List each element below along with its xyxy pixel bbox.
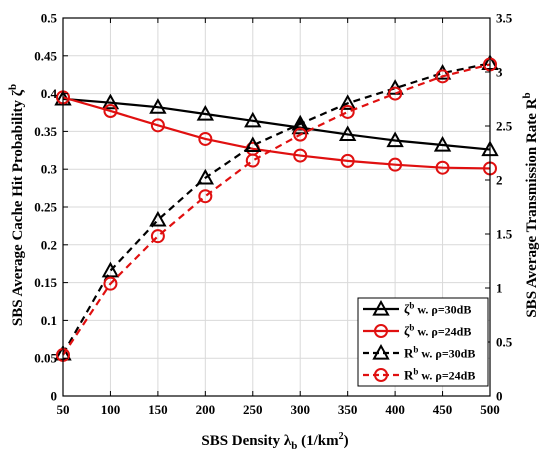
data-point [101,93,120,110]
data-point [198,131,213,146]
x-tick-label: 100 [101,402,121,417]
data-point [291,118,309,135]
ticks-layer: 50 100 150 200 250 300 350 400 450 50000.050.10.1… [34,11,513,418]
data-point [386,79,404,95]
data-point [196,168,215,185]
legend-marker [372,343,390,360]
legend-marker [374,368,388,382]
legend-marker [372,299,390,316]
x-tick-label: 200 [196,402,216,417]
legend-box [357,297,489,387]
data-point [196,104,215,121]
legend-entry-1: ζb w. ρ=30dB [363,299,471,317]
left-y-tick-label: 0.2 [41,237,57,252]
x-tick-label: 300 [290,402,310,417]
data-point [293,148,308,163]
legend-entry-3: Rb w. ρ=30dB [363,343,475,361]
data-point [338,94,357,110]
x-tick-label: 250 [243,402,263,417]
data-point [338,125,357,142]
left-y-tick-label: 0.1 [41,313,57,328]
data-point [433,135,452,152]
data-point [103,103,118,118]
x-tick-label: 50 [57,402,70,417]
x-tick-label: 150 [148,402,168,417]
data-point [150,229,165,244]
data-point [101,261,120,278]
legend: ζb w. ρ=30dB ζb w. ρ=24dB Rb w. ρ=30dB Rb w… [357,297,489,387]
data-point [150,118,165,133]
data-point [435,69,450,84]
left-y-tick-label: 0.35 [34,124,57,139]
series-line [62,63,491,356]
left-y-tick-label: 0.5 [41,11,58,26]
data-point [198,189,213,204]
legend-label: Rb w. ρ=24dB [404,367,475,383]
data-point [149,98,167,114]
series-layer [54,54,499,362]
right-y-axis-label: SBS Average Transmission Rate Rb [521,92,540,317]
x-tick-label: 350 [338,402,358,417]
series-line [62,97,491,151]
data-point [340,153,355,168]
left-y-tick-label: 0 [51,389,58,404]
data-point [388,86,403,101]
series-1 [54,89,499,157]
left-y-axis-label: SBS Average Cache Hit Probability ζb [7,84,26,326]
left-y-tick-label: 0.25 [34,200,57,215]
right-y-tick-label: 3 [496,65,503,80]
left-y-tick-label: 0.15 [34,275,57,290]
data-point [340,104,355,119]
data-point [149,210,167,227]
right-y-tick-label: 1 [496,281,503,296]
data-point [244,136,262,153]
left-y-tick-label: 0.45 [34,48,57,63]
x-tick-label: 450 [433,402,453,417]
data-point [386,131,404,148]
series-line [62,96,491,170]
right-y-tick-label: 0 [496,389,503,404]
data-point [245,153,260,168]
right-y-tick-label: 2 [496,173,503,188]
legend-label: Rb w. ρ=30dB [404,345,475,361]
x-tick-label: 400 [385,402,405,417]
right-y-tick-label: 2.5 [496,119,513,134]
data-point [388,157,403,172]
left-y-tick-label: 0.4 [41,86,58,101]
data-point [435,160,450,175]
right-y-tick-label: 3.5 [496,11,513,26]
x-tick-label: 500 [480,402,500,417]
x-axis-label: SBS Density λb (1/km2) [201,431,348,452]
left-y-tick-label: 0.3 [41,162,58,177]
series-line [62,62,491,355]
data-point [103,276,118,291]
legend-label: ζb w. ρ=30dB [404,301,471,317]
left-y-tick-label: 0.05 [34,351,57,366]
right-y-tick-label: 0.5 [496,335,513,350]
legend-label: ζb w. ρ=24dB [404,323,471,339]
legend-marker [374,324,388,338]
data-point [293,127,308,142]
data-point [244,111,262,128]
right-y-tick-label: 1.5 [496,227,513,242]
legend-entry-4: Rb w. ρ=24dB [363,367,475,383]
legend-entry-2: ζb w. ρ=24dB [363,323,471,339]
